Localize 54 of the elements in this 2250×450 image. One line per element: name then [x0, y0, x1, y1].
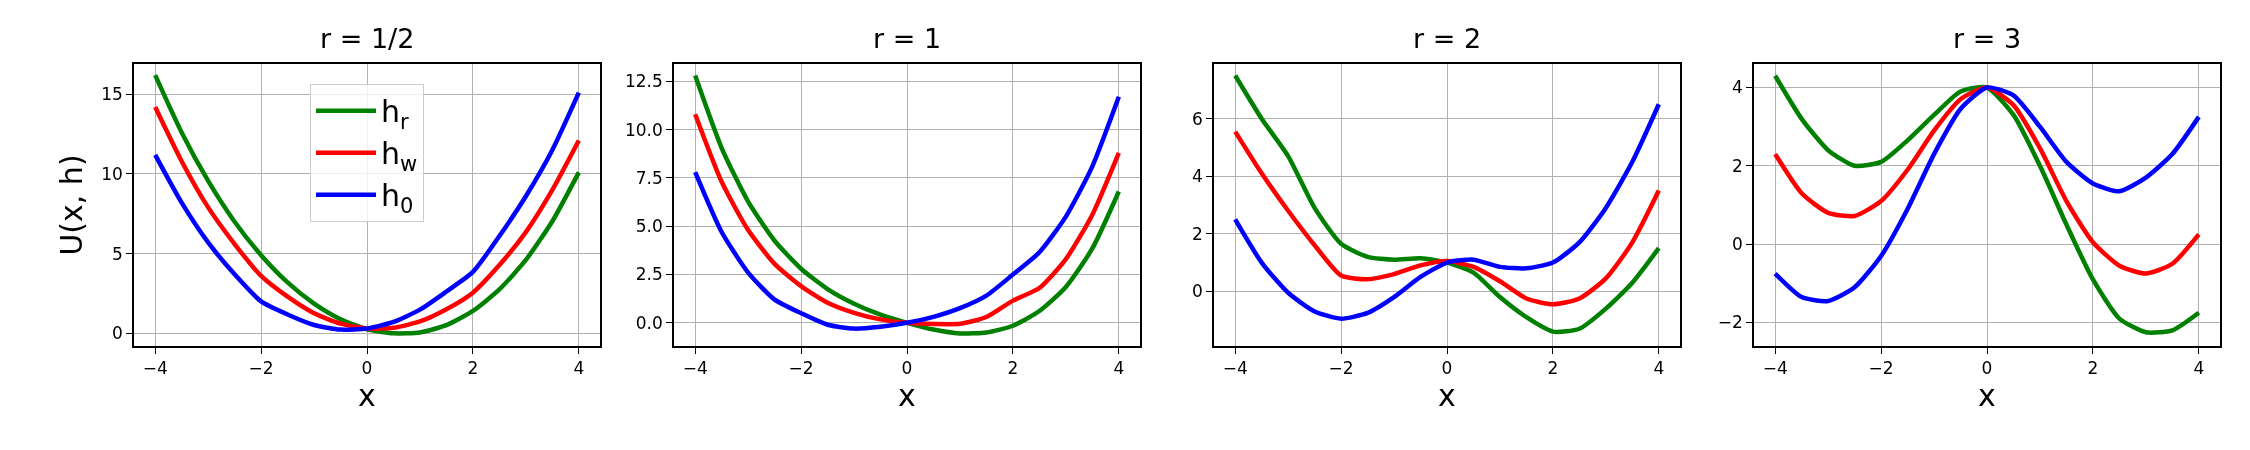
- y-tick-label: 10: [101, 163, 123, 184]
- line-series: [1232, 129, 1662, 307]
- x-axis-title: x: [898, 378, 916, 414]
- x-tick-label: 4: [1653, 358, 1665, 379]
- y-tick-label: 4: [1732, 77, 1743, 98]
- x-tick-label: −4: [682, 358, 708, 379]
- y-tick-label: 5.0: [635, 216, 663, 237]
- x-tick-label: −2: [1328, 358, 1354, 379]
- chart-title: r = 1: [873, 23, 942, 54]
- x-tick-label: 0: [1981, 358, 1993, 379]
- x-tick-label: 4: [1113, 358, 1125, 379]
- x-tick-label: 2: [2087, 358, 2099, 379]
- x-tick-label: 2: [1007, 358, 1019, 379]
- x-tick-label: 4: [573, 358, 585, 379]
- y-tick-label: 0: [112, 323, 123, 344]
- line-series: [1232, 102, 1662, 321]
- legend-label: h$_{r}$: [381, 94, 410, 134]
- y-tick-label: 15: [101, 84, 123, 105]
- y-tick-label: 2: [1732, 155, 1743, 176]
- x-tick-label: −2: [248, 358, 274, 379]
- chart-title: r = 3: [1953, 23, 2022, 54]
- x-tick-label: 2: [467, 358, 479, 379]
- y-tick-label: 0: [1732, 234, 1743, 255]
- y-tick-label: 2.5: [635, 264, 663, 285]
- y-tick-label: 10.0: [624, 119, 663, 140]
- x-tick-label: 0: [1441, 358, 1453, 379]
- x-tick-label: 2: [1547, 358, 1559, 379]
- y-tick-label: 5: [112, 243, 123, 264]
- y-tick-label: 6: [1192, 108, 1203, 129]
- y-tick-label: 2: [1192, 223, 1203, 244]
- chart-title: r = 2: [1413, 23, 1482, 54]
- x-tick-label: 0: [361, 358, 373, 379]
- x-tick-label: 0: [901, 358, 913, 379]
- legend-label: h$_{0}$: [381, 178, 414, 218]
- y-tick-label: −2: [1717, 312, 1743, 333]
- x-tick-label: −2: [1868, 358, 1894, 379]
- x-axis-title: x: [1978, 378, 1996, 414]
- x-axis-title: x: [358, 378, 376, 414]
- line-series: [1232, 73, 1662, 335]
- y-tick-label: 4: [1192, 166, 1203, 187]
- y-tick-label: 0: [1192, 281, 1203, 302]
- x-axis-title: x: [1438, 378, 1456, 414]
- y-tick-label: 12.5: [624, 71, 663, 92]
- x-tick-label: 4: [2193, 358, 2205, 379]
- x-tick-label: −4: [1222, 358, 1248, 379]
- x-tick-label: −4: [142, 358, 168, 379]
- legend-label: h$_{w}$: [381, 136, 418, 176]
- y-tick-label: 7.5: [635, 167, 663, 188]
- chart-title: r = 1/2: [320, 23, 415, 54]
- y-axis-title: U(x, h): [53, 154, 89, 256]
- x-tick-label: −2: [788, 358, 814, 379]
- line-series: [1772, 73, 2202, 335]
- x-tick-label: −4: [1762, 358, 1788, 379]
- y-tick-label: 0.0: [635, 312, 663, 333]
